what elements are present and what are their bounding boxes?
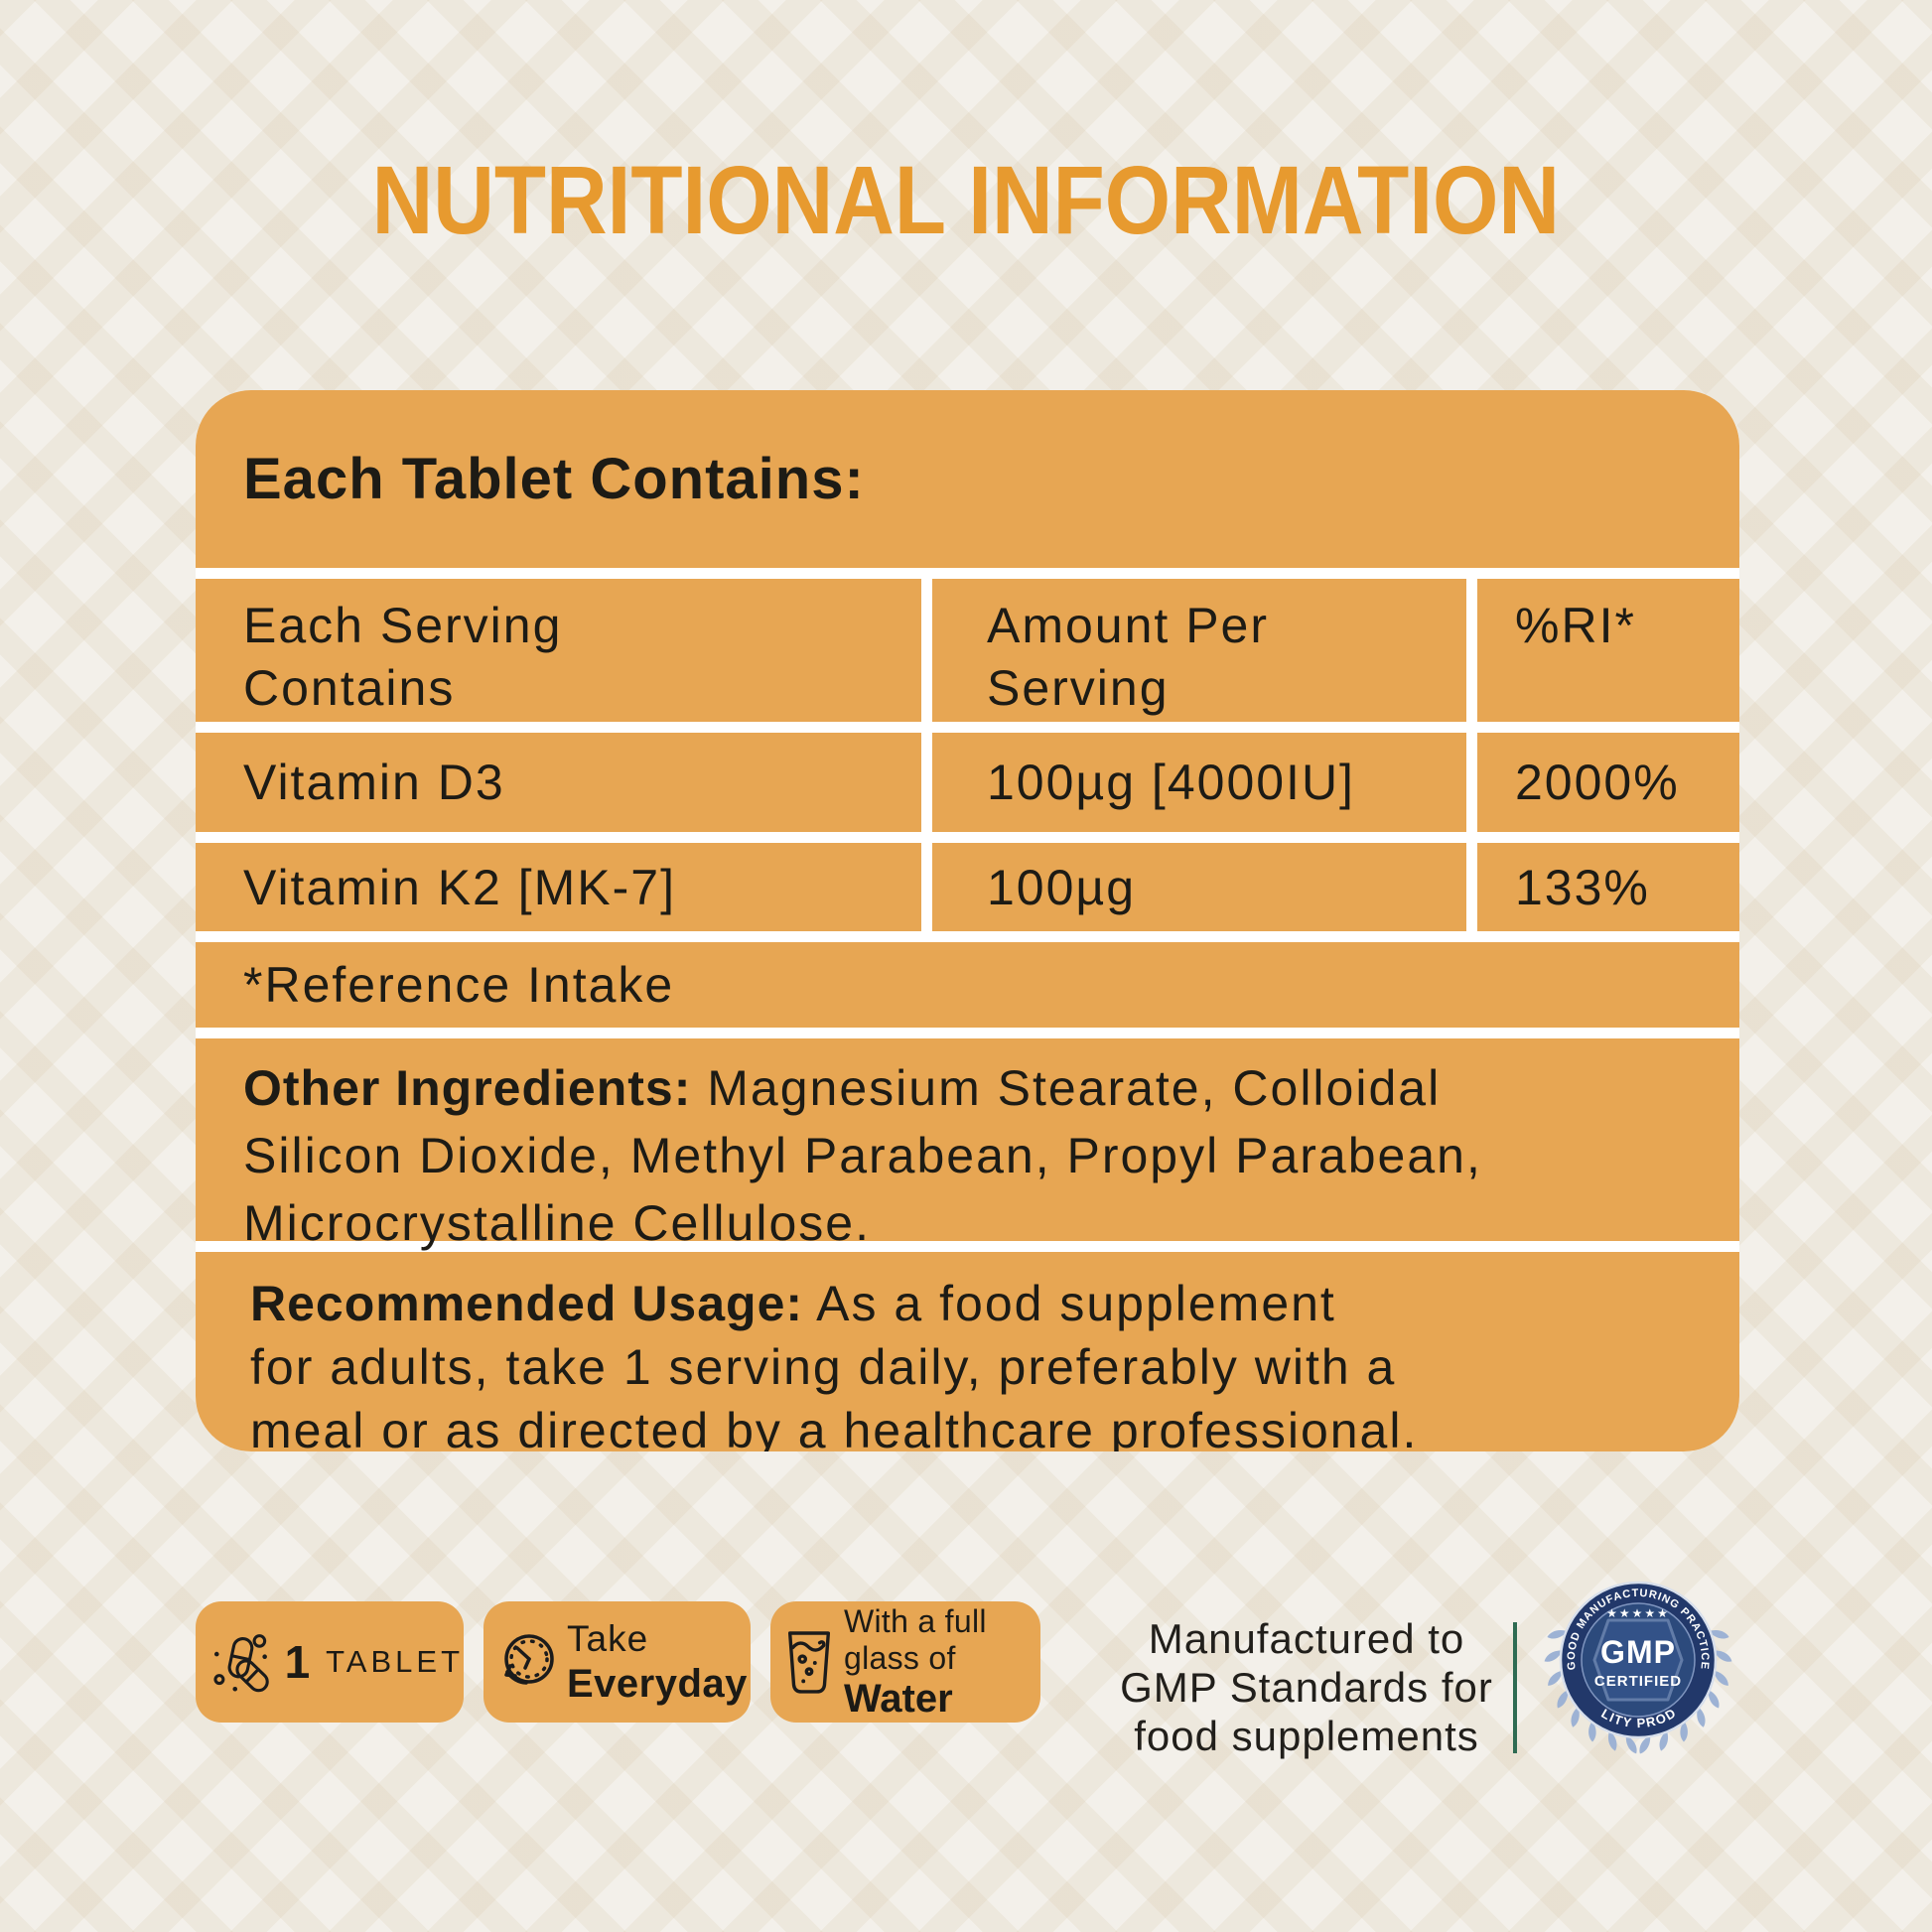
recommended-usage-text: As a food supplement for adults, take 1 … — [250, 1276, 1419, 1451]
other-ingredients-label: Other Ingredients: — [243, 1060, 692, 1116]
water-line2: glass of — [844, 1639, 956, 1676]
column-header-serving: Each Serving Contains — [196, 579, 921, 722]
take-line: Take — [567, 1618, 649, 1659]
vertical-divider — [1513, 1622, 1517, 1753]
glass-of-water-box: With a full glass of Water — [770, 1601, 1040, 1723]
recommended-usage-section: Recommended Usage: As a food supplement … — [196, 1252, 1739, 1451]
other-ingredients-text: Magnesium Stearate, Colloidal Silicon Di… — [243, 1060, 1482, 1251]
take-everyday-text: Take Everyday — [567, 1617, 748, 1707]
table-row: Vitamin D3 100µg [4000IU] 2000% — [196, 733, 1739, 832]
nutrient-ri: 133% — [1477, 843, 1739, 931]
recommended-usage-label: Recommended Usage: — [250, 1276, 804, 1331]
gmp-statement: Manufactured to GMP Standards for food s… — [1120, 1615, 1493, 1759]
nutrient-name: Vitamin K2 [MK-7] — [196, 843, 921, 931]
take-everyday-box: Take Everyday — [483, 1601, 751, 1723]
badge-medallion-frame — [1592, 1618, 1684, 1702]
water-line1: With a full — [844, 1602, 987, 1639]
tablet-unit: TABLET — [326, 1644, 464, 1679]
nutrition-panel: Each Tablet Contains: Each Serving Conta… — [196, 390, 1739, 1451]
badge-certified-text: CERTIFIED — [1594, 1673, 1682, 1690]
everyday-line: Everyday — [567, 1662, 748, 1706]
reference-intake-note: *Reference Intake — [196, 942, 1739, 1028]
water-line3: Water — [844, 1676, 953, 1721]
nutrient-name: Vitamin D3 — [196, 733, 921, 832]
column-header-ri: %RI* — [1477, 579, 1739, 722]
badge-gmp-text: GMP — [1600, 1634, 1676, 1670]
panel-heading: Each Tablet Contains: — [196, 390, 1739, 568]
tablet-count-box: 1 TABLET — [196, 1601, 464, 1723]
badge-stars: ★★★★★ — [1606, 1606, 1670, 1620]
clock-icon — [504, 1634, 554, 1685]
column-header-amount: Amount Per Serving — [932, 579, 1466, 722]
other-ingredients-section: Other Ingredients: Magnesium Stearate, C… — [196, 1038, 1739, 1251]
table-row: Vitamin K2 [MK-7] 100µg 133% — [196, 843, 1739, 931]
nutrient-amount: 100µg [4000IU] — [932, 733, 1466, 832]
table-header-row: Each Serving Contains Amount Per Serving… — [196, 579, 1739, 722]
nutrient-amount: 100µg — [932, 843, 1466, 931]
tablet-count: 1 — [284, 1636, 311, 1688]
page-title: NUTRITIONAL INFORMATION — [371, 146, 1561, 254]
pills-icon — [213, 1634, 269, 1693]
gmp-certified-badge: GOOD MANUFACTURING PRACTICE QUALITY PROD… — [1541, 1559, 1734, 1756]
water-glass-icon — [787, 1631, 831, 1694]
nutrient-ri: 2000% — [1477, 733, 1739, 832]
water-text: With a full glass of Water — [844, 1603, 987, 1722]
